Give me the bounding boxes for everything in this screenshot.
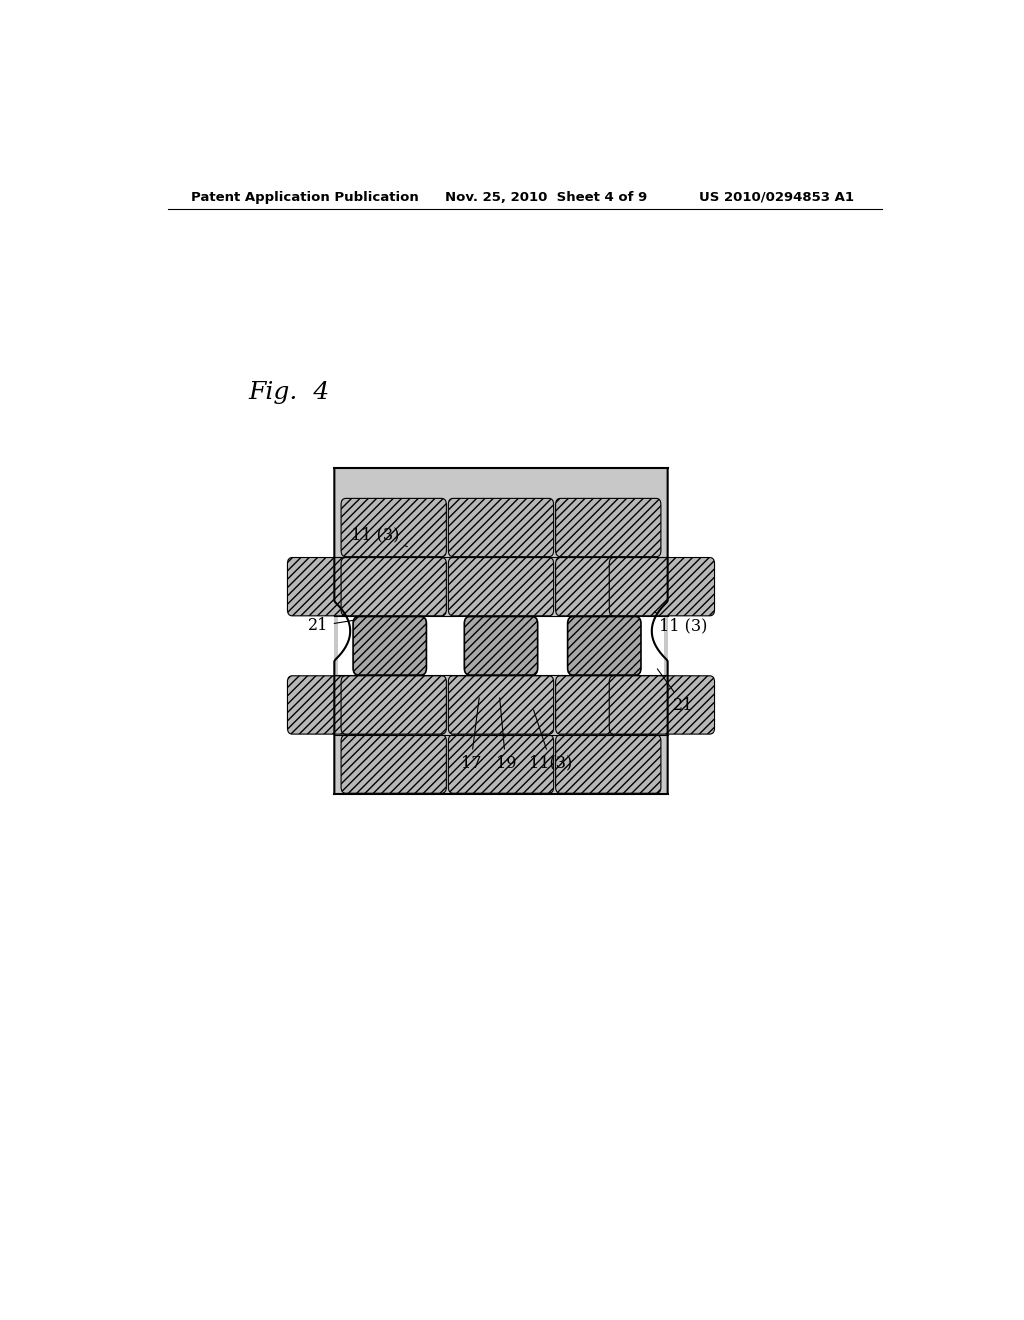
FancyBboxPatch shape (288, 557, 393, 616)
Bar (334, 469, 668, 793)
Text: 11 (3): 11 (3) (351, 525, 408, 546)
Text: 11(3): 11(3) (529, 710, 572, 772)
FancyBboxPatch shape (556, 499, 660, 557)
Text: 21: 21 (308, 618, 354, 635)
FancyBboxPatch shape (449, 499, 554, 557)
FancyBboxPatch shape (556, 676, 660, 734)
Text: 11 (3): 11 (3) (654, 612, 708, 635)
FancyBboxPatch shape (567, 616, 641, 675)
FancyBboxPatch shape (556, 557, 660, 616)
Bar (338, 616, 664, 676)
FancyBboxPatch shape (609, 676, 715, 734)
Text: Patent Application Publication: Patent Application Publication (191, 190, 419, 203)
Text: 17: 17 (461, 698, 481, 772)
FancyBboxPatch shape (556, 735, 660, 793)
FancyBboxPatch shape (464, 616, 538, 675)
FancyBboxPatch shape (341, 676, 446, 734)
FancyBboxPatch shape (288, 676, 393, 734)
FancyBboxPatch shape (341, 735, 446, 793)
Text: 21: 21 (657, 669, 693, 714)
Text: Nov. 25, 2010  Sheet 4 of 9: Nov. 25, 2010 Sheet 4 of 9 (445, 190, 648, 203)
Text: Fig.  4: Fig. 4 (249, 380, 330, 404)
FancyBboxPatch shape (449, 557, 554, 616)
FancyBboxPatch shape (341, 557, 446, 616)
FancyBboxPatch shape (609, 557, 715, 616)
FancyBboxPatch shape (353, 616, 426, 675)
FancyBboxPatch shape (449, 676, 554, 734)
FancyBboxPatch shape (449, 735, 554, 793)
Text: 19: 19 (496, 698, 516, 772)
Text: US 2010/0294853 A1: US 2010/0294853 A1 (699, 190, 854, 203)
FancyBboxPatch shape (341, 499, 446, 557)
